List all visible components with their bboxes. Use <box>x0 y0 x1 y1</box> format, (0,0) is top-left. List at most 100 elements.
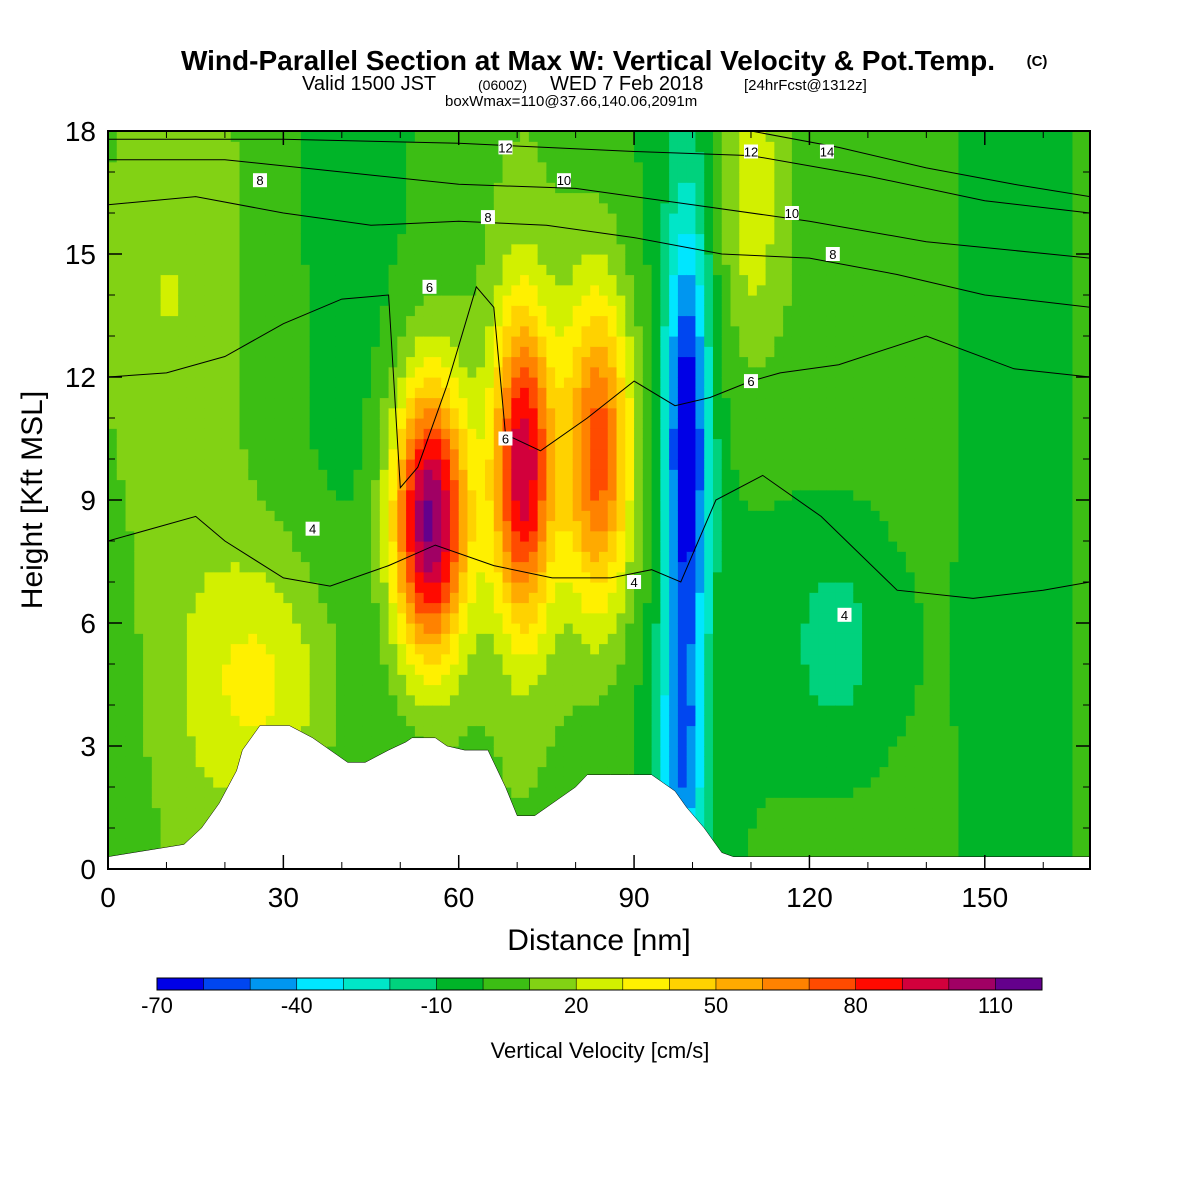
w-cell <box>502 643 512 655</box>
w-cell <box>318 582 328 593</box>
w-cell <box>300 541 311 552</box>
w-cell <box>379 705 390 716</box>
w-cell <box>108 510 118 522</box>
w-cell <box>485 325 495 337</box>
w-cell <box>677 582 688 593</box>
w-cell <box>397 643 407 655</box>
w-cell <box>414 336 425 347</box>
w-cell <box>616 377 626 388</box>
w-cell <box>476 377 486 388</box>
w-cell <box>257 192 267 204</box>
w-cell <box>178 520 188 532</box>
w-cell <box>151 387 162 399</box>
w-cell <box>669 305 679 317</box>
w-cell <box>108 264 118 276</box>
w-cell <box>555 602 565 614</box>
w-cell <box>537 223 547 235</box>
w-cell <box>353 161 363 173</box>
w-cell <box>423 715 434 727</box>
w-cell <box>634 489 644 501</box>
w-cell <box>414 500 425 511</box>
w-cell <box>528 582 539 593</box>
w-cell <box>160 315 170 327</box>
w-cell <box>143 305 153 317</box>
w-cell <box>327 664 337 675</box>
w-cell <box>379 674 390 686</box>
w-cell <box>318 684 328 696</box>
w-cell <box>335 643 346 655</box>
w-cell <box>686 192 697 204</box>
w-cell <box>651 551 661 563</box>
w-cell <box>204 664 214 675</box>
w-cell <box>511 612 521 624</box>
w-cell <box>563 397 574 409</box>
w-cell <box>449 500 460 511</box>
w-cell <box>204 684 214 696</box>
w-cell <box>511 346 521 358</box>
w-cell <box>458 582 469 593</box>
w-cell <box>528 510 539 522</box>
w-cell <box>677 602 688 614</box>
w-cell <box>362 612 372 624</box>
w-cell <box>528 192 539 204</box>
w-cell <box>353 346 363 358</box>
w-cell <box>397 407 407 419</box>
w-cell <box>511 325 521 337</box>
w-cell <box>125 694 135 706</box>
w-cell <box>502 305 512 317</box>
w-cell <box>686 776 697 788</box>
w-cell <box>642 151 653 163</box>
w-cell <box>406 561 416 573</box>
w-cell <box>125 213 135 224</box>
w-cell <box>590 284 600 296</box>
w-cell <box>397 500 407 511</box>
w-cell <box>441 397 451 409</box>
w-cell <box>520 674 530 686</box>
w-cell <box>485 510 495 522</box>
w-cell <box>607 407 618 419</box>
w-cell <box>581 479 591 491</box>
w-cell <box>572 776 583 788</box>
w-cell <box>178 541 188 552</box>
w-cell <box>695 213 705 224</box>
w-cell <box>449 356 460 368</box>
w-cell <box>441 202 451 214</box>
w-cell <box>441 489 451 501</box>
w-cell <box>695 612 705 624</box>
w-cell <box>221 602 232 614</box>
w-cell <box>634 694 644 706</box>
w-cell <box>695 582 705 593</box>
w-cell <box>178 161 188 173</box>
w-cell <box>704 787 714 798</box>
w-cell <box>283 356 293 368</box>
w-cell <box>362 705 372 716</box>
w-cell <box>371 387 381 399</box>
w-cell <box>178 397 188 409</box>
w-cell <box>265 418 276 429</box>
w-cell <box>125 151 135 163</box>
w-cell <box>335 694 346 706</box>
w-cell <box>116 182 127 194</box>
w-cell <box>467 530 477 542</box>
w-cell <box>590 510 600 522</box>
w-cell <box>309 377 320 388</box>
w-cell <box>353 387 363 399</box>
w-cell <box>677 418 688 429</box>
w-cell <box>160 438 170 450</box>
w-cell <box>309 202 320 214</box>
w-cell <box>379 664 390 675</box>
w-cell <box>248 377 258 388</box>
w-cell <box>423 602 434 614</box>
w-cell <box>432 643 442 655</box>
w-cell <box>590 602 600 614</box>
w-cell <box>335 592 346 604</box>
w-cell <box>335 377 346 388</box>
w-cell <box>151 592 162 604</box>
w-cell <box>572 500 583 511</box>
w-cell <box>309 161 320 173</box>
w-cell <box>493 315 504 327</box>
w-cell <box>318 448 328 460</box>
w-cell <box>590 530 600 542</box>
w-cell <box>599 623 609 634</box>
w-cell <box>704 633 714 645</box>
